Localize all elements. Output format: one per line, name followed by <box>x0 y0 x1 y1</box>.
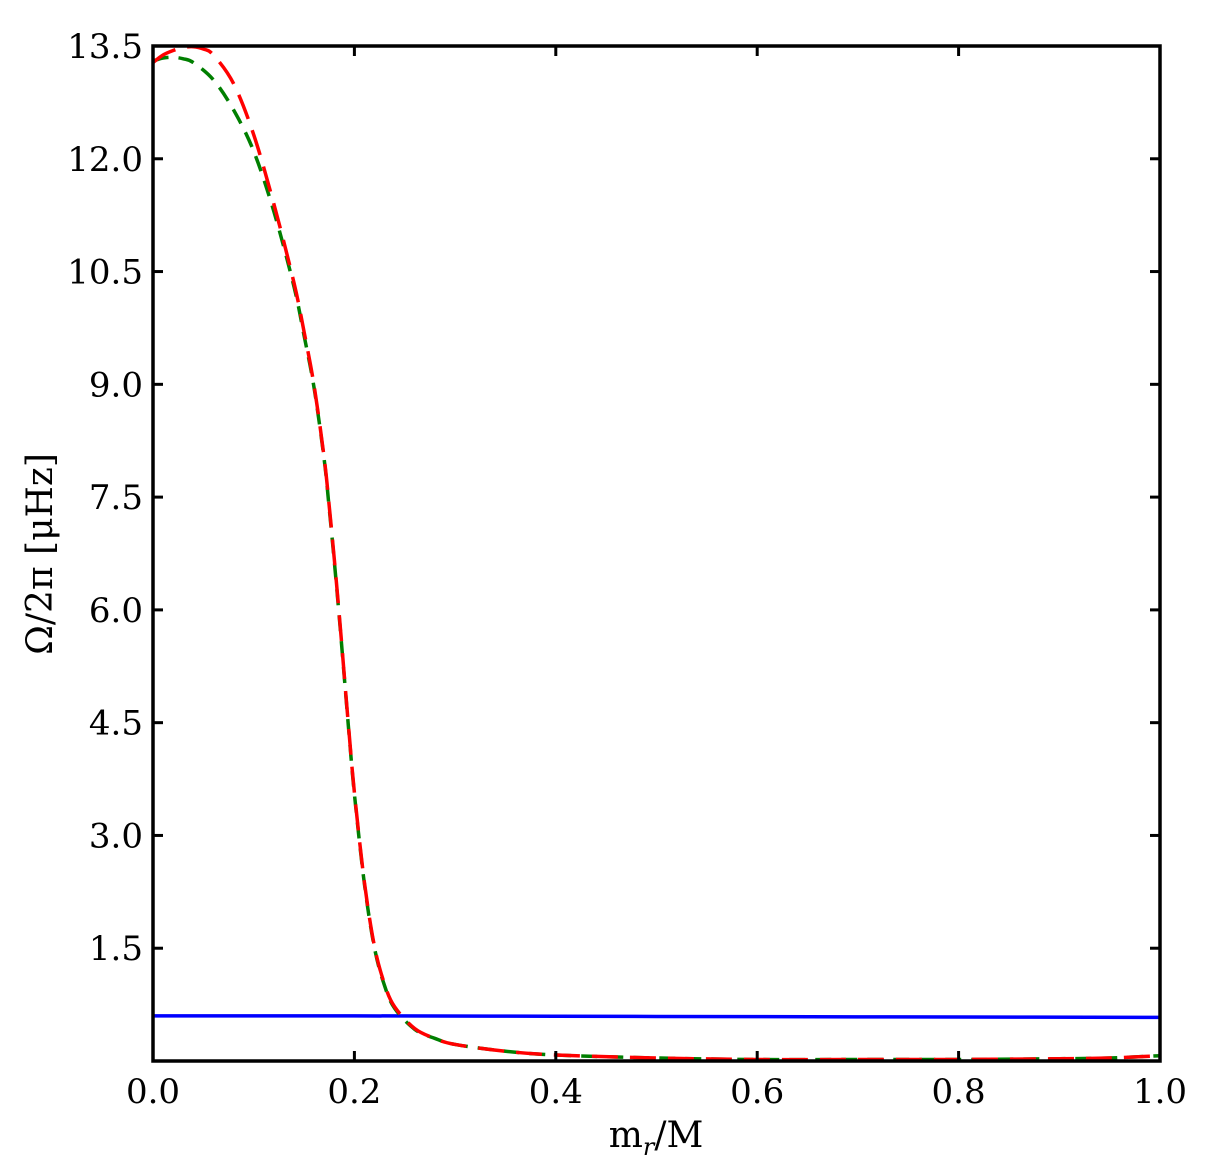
x-tick-label: 0.4 <box>529 1072 583 1112</box>
x-tick-label: 0.2 <box>327 1072 381 1112</box>
y-tick-label: 4.5 <box>89 704 143 744</box>
series-layer <box>151 44 1161 1062</box>
y-axis-title: Ω/2π [μHz] <box>20 453 61 655</box>
x-axis-title-subscript: r <box>643 1133 656 1161</box>
y-tick-label: 6.0 <box>89 591 143 631</box>
y-tick-label: 9.0 <box>89 365 143 405</box>
y-tick-label: 13.5 <box>67 27 143 67</box>
x-tick-label: 0.0 <box>126 1072 180 1112</box>
x-axis-title-tail: /M <box>654 1115 703 1156</box>
x-tick-label: 1.0 <box>1133 1072 1187 1112</box>
x-tick-label: 0.6 <box>730 1072 784 1112</box>
tick-layer: 0.0 0.2 0.4 0.6 0.8 1.0 1.5 3.0 4.5 6.0 7.5 9.0 10.5… <box>67 27 1187 1112</box>
y-tick-label: 10.5 <box>67 253 143 293</box>
series-dashed-green <box>152 55 1161 1062</box>
y-tick-label: 12.0 <box>67 140 143 180</box>
x-tick-label: 0.8 <box>932 1072 986 1112</box>
plot-frame <box>151 44 1162 1063</box>
y-tick-label: 3.0 <box>89 816 143 856</box>
series-dashed-red <box>151 44 1161 1062</box>
y-tick-label: 1.5 <box>89 929 143 969</box>
x-axis-title: mr/M <box>609 1115 704 1161</box>
series-solid-blue <box>152 1014 1161 1020</box>
y-tick-label: 7.5 <box>89 478 143 518</box>
